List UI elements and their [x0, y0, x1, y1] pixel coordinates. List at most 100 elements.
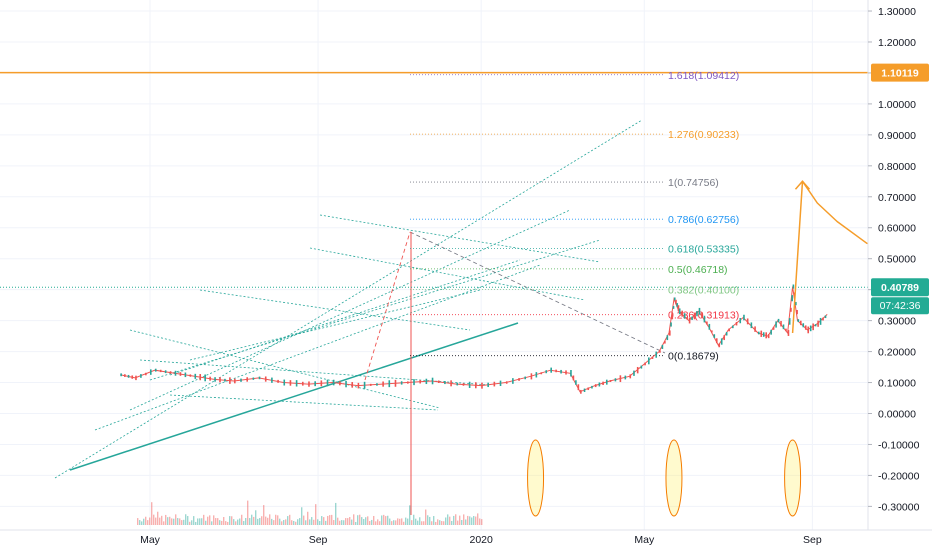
price-candle	[369, 383, 372, 386]
volume-bar	[453, 515, 455, 525]
volume-bar	[235, 521, 237, 525]
price-candle	[407, 381, 409, 384]
price-candle	[807, 326, 810, 334]
price-candle	[214, 377, 216, 382]
price-candle	[775, 321, 777, 328]
volume-bar	[237, 519, 239, 525]
volume-bar	[189, 521, 191, 525]
price-candle	[258, 376, 261, 380]
price-candle	[814, 324, 817, 327]
volume-bar	[363, 519, 365, 525]
price-candle	[767, 334, 770, 339]
price-candle	[698, 307, 701, 315]
price-candle	[572, 375, 575, 381]
price-candle	[308, 381, 310, 387]
price-candle	[644, 362, 646, 366]
volume-bar	[245, 518, 247, 525]
price-candle	[760, 330, 763, 337]
volume-bar	[183, 519, 185, 525]
volume-bar	[209, 515, 211, 525]
price-candle	[676, 303, 679, 308]
fib-level-label: 0.382(0.40100)	[668, 284, 739, 296]
volume-bar	[481, 519, 483, 525]
volume-bar	[399, 518, 401, 525]
price-candle	[809, 325, 812, 332]
volume-bar	[379, 521, 381, 525]
volume-bar	[331, 514, 333, 525]
volume-bar	[149, 517, 151, 525]
price-candle	[462, 383, 465, 386]
price-candle	[770, 329, 772, 335]
fib-level-label: 0.5(0.46718)	[668, 264, 728, 276]
volume-bar	[201, 518, 203, 525]
volume-bar	[311, 517, 313, 525]
volume-bar	[255, 510, 257, 525]
price-candle	[629, 374, 632, 379]
volume-bar	[419, 517, 421, 525]
price-candle	[765, 332, 768, 339]
price-candle	[145, 372, 147, 376]
price-candle	[120, 373, 122, 377]
volume-bar	[425, 509, 427, 525]
price-tick-label: 1.30000	[878, 6, 916, 18]
volume-bar	[463, 514, 465, 525]
countdown-label: 07:42:36	[880, 300, 921, 312]
time-axis-background	[0, 530, 932, 550]
volume-bar	[409, 505, 411, 525]
volume-bar	[437, 519, 439, 525]
volume-bar	[357, 515, 359, 525]
volume-bar	[373, 515, 375, 525]
price-candle	[648, 357, 650, 365]
price-candle	[565, 370, 567, 375]
volume-bar	[213, 515, 215, 525]
volume-bar	[197, 518, 199, 525]
price-candle	[540, 372, 543, 375]
volume-bar	[433, 516, 435, 525]
price-candle	[301, 381, 304, 386]
volume-bar	[261, 516, 263, 525]
volume-highlight-oval	[665, 439, 683, 517]
horizontal-lines	[0, 71, 868, 288]
volume-bar	[293, 520, 295, 525]
volume-bar	[401, 518, 403, 525]
volume-bar	[365, 517, 367, 525]
trend-line	[309, 247, 586, 301]
price-candle	[728, 328, 730, 332]
price-candle	[555, 369, 557, 373]
time-axis[interactable]: MaySep2020MaySep2021MaySep13	[0, 529, 932, 550]
price-candle	[204, 374, 206, 382]
volume-bar	[203, 514, 205, 525]
volume-bar	[387, 515, 389, 525]
volume-bar	[301, 507, 303, 525]
price-candle	[376, 383, 378, 386]
price-candle	[693, 312, 696, 320]
price-candle	[591, 385, 593, 389]
price-candle	[804, 325, 807, 330]
price-candle	[723, 335, 725, 341]
volume-bar	[249, 518, 251, 525]
volume-bar	[377, 519, 379, 525]
price-candle	[681, 310, 683, 317]
volume-bar	[163, 521, 165, 525]
price-candle	[691, 316, 693, 320]
volume-bar	[427, 515, 429, 525]
volume-bar	[145, 516, 147, 525]
price-candle	[791, 295, 793, 302]
price-candle	[802, 323, 805, 328]
volume-bar	[403, 521, 405, 525]
price-candle	[711, 330, 713, 333]
volume-bar	[231, 516, 233, 525]
volume-bar	[327, 515, 329, 525]
volume-bar	[275, 514, 277, 525]
volume-bar	[175, 514, 177, 525]
volume-bar	[325, 520, 327, 525]
price-candle	[822, 317, 824, 321]
price-axis[interactable]: 1.300001.200001.100001.000000.900000.800…	[867, 0, 932, 550]
volume-bar	[459, 515, 461, 525]
volume-bar	[211, 521, 213, 525]
volume-bar	[171, 518, 173, 525]
price-candle	[345, 380, 347, 388]
price-badge-label: 0.40789	[881, 282, 919, 294]
price-candle	[468, 381, 471, 388]
